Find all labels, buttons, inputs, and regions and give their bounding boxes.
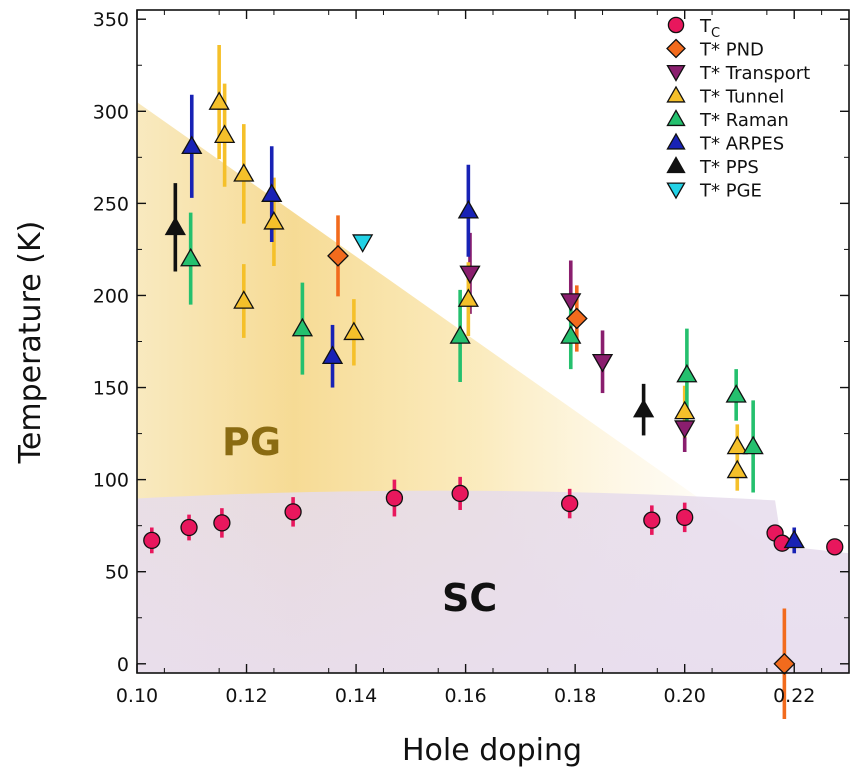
data-point xyxy=(181,135,203,155)
x-tick-label: 0.20 xyxy=(664,685,706,707)
data-point xyxy=(343,321,365,341)
data-point xyxy=(726,459,748,479)
data-point xyxy=(213,514,231,532)
legend-label: T* Transport xyxy=(699,63,810,84)
legend-label: T* Tunnel xyxy=(699,87,784,108)
x-tick-label: 0.18 xyxy=(554,685,596,707)
series-group xyxy=(181,135,805,549)
data-point xyxy=(591,353,614,373)
data-point xyxy=(457,199,479,219)
sc-region-label: SC xyxy=(442,576,497,620)
data-point xyxy=(632,398,655,418)
x-tick-label: 0.12 xyxy=(225,685,267,707)
data-point xyxy=(321,345,344,365)
data-point xyxy=(291,317,314,337)
data-point xyxy=(449,325,471,344)
y-tick-label: 100 xyxy=(93,470,129,492)
x-tick-label: 0.10 xyxy=(116,685,158,707)
data-point xyxy=(643,511,661,529)
legend-label: TC xyxy=(699,16,720,41)
data-point xyxy=(143,531,161,550)
data-point xyxy=(726,435,748,455)
data-point xyxy=(263,210,285,230)
x-tick-label: 0.16 xyxy=(444,685,486,707)
legend-label: T* PGE xyxy=(699,181,762,202)
data-point xyxy=(261,183,283,202)
data-point xyxy=(565,307,588,330)
legend-marker xyxy=(666,132,686,150)
y-tick-label: 300 xyxy=(93,101,129,123)
data-point xyxy=(742,435,764,455)
data-point xyxy=(826,538,844,556)
data-points-layer xyxy=(143,44,844,720)
data-point xyxy=(180,518,198,537)
series-group xyxy=(164,216,655,418)
y-tick-label: 0 xyxy=(117,654,129,676)
data-point xyxy=(674,400,696,420)
legend-label: T* PPS xyxy=(699,157,759,178)
data-point xyxy=(560,293,582,312)
data-point xyxy=(164,216,186,236)
y-tick-label: 250 xyxy=(93,193,129,215)
data-point xyxy=(352,234,374,253)
legend-marker xyxy=(666,85,686,103)
data-point xyxy=(725,384,747,403)
legend-marker xyxy=(666,109,686,127)
series-group xyxy=(180,247,764,455)
legend-marker xyxy=(666,38,686,59)
data-point xyxy=(385,489,404,507)
legend-marker xyxy=(666,156,686,174)
data-point xyxy=(457,288,479,307)
x-tick-label: 0.22 xyxy=(773,685,815,707)
x-tick-label: 0.14 xyxy=(335,685,377,707)
y-axis-label: Temperature (K) xyxy=(13,221,48,465)
data-point xyxy=(327,244,349,267)
y-tick-label: 150 xyxy=(93,378,129,400)
series-group xyxy=(208,91,748,479)
legend-label: T* ARPES xyxy=(699,134,784,155)
legend-label: T* Raman xyxy=(699,110,789,131)
superconducting-region xyxy=(137,490,849,673)
data-point xyxy=(783,529,805,549)
series-group xyxy=(352,234,374,253)
axes: 0.10 0.12 0.14 0.16 0.18 0.20 0.22 0 50 100 150 200… xyxy=(93,9,849,707)
legend-label: T* PND xyxy=(699,40,764,61)
data-point xyxy=(561,494,579,513)
x-axis-label: Hole doping xyxy=(402,733,582,768)
legend-marker xyxy=(667,16,685,34)
phase-regions xyxy=(137,102,849,674)
pg-region-label: PG xyxy=(222,420,281,464)
y-tick-label: 350 xyxy=(93,9,129,31)
legend-marker xyxy=(666,182,686,200)
data-point xyxy=(560,325,582,344)
y-tick-label: 200 xyxy=(93,285,129,307)
data-point xyxy=(214,124,236,144)
data-point xyxy=(676,363,698,383)
data-point xyxy=(284,503,302,521)
series-group xyxy=(327,244,796,675)
y-tick-label: 50 xyxy=(105,562,129,584)
data-point xyxy=(180,247,202,267)
data-point xyxy=(208,91,230,110)
legend-label-subscript: C xyxy=(711,26,720,41)
data-point xyxy=(233,163,255,182)
series-group xyxy=(459,265,696,439)
data-point xyxy=(676,508,694,527)
data-point xyxy=(451,484,469,503)
data-point xyxy=(459,265,481,285)
data-point xyxy=(674,420,696,439)
data-point xyxy=(233,290,255,309)
legend-marker xyxy=(666,64,686,82)
